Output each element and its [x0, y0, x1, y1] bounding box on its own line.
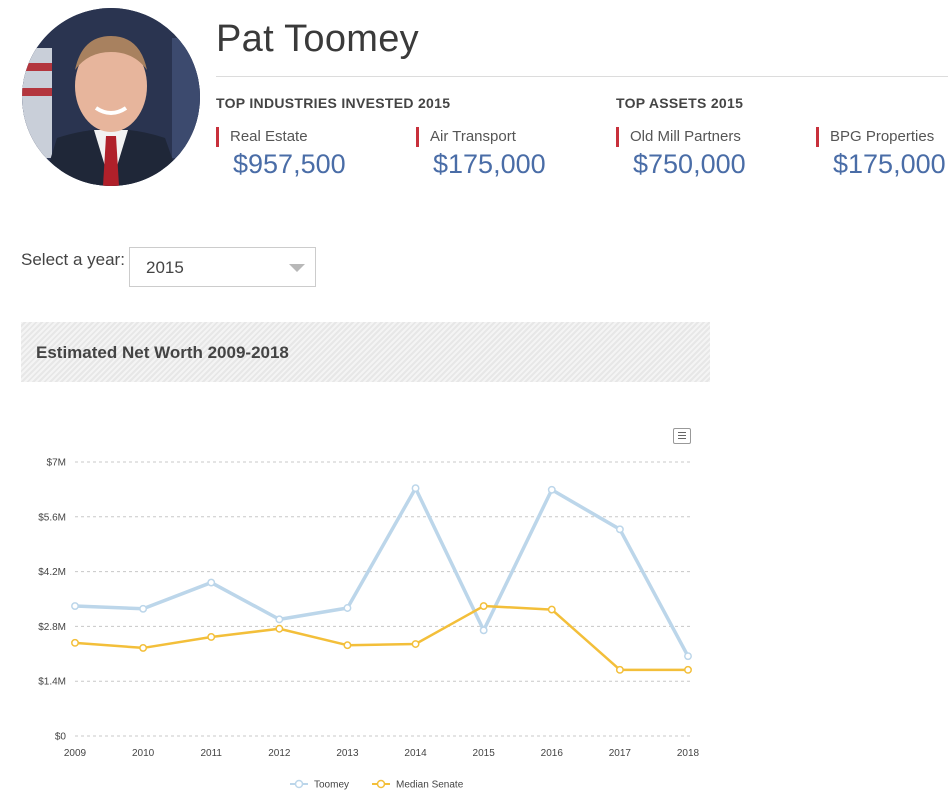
- legend-item-median-senate-label: Median Senate: [396, 780, 464, 791]
- chart-header-title: Estimated Net Worth 2009-2018: [36, 343, 289, 362]
- y-tick-label: $0: [55, 732, 67, 743]
- x-tick-label: 2017: [609, 748, 632, 759]
- x-tick-label: 2016: [541, 748, 564, 759]
- data-point-toomey: [684, 652, 692, 661]
- y-tick-label: $4.2M: [38, 567, 66, 578]
- industries-title: TOP INDUSTRIES INVESTED 2015: [216, 95, 451, 111]
- data-point-median-senate: [411, 640, 420, 648]
- x-tick-label: 2013: [336, 748, 359, 759]
- y-tick-label: $7M: [47, 458, 66, 469]
- x-tick-label: 2014: [404, 748, 427, 759]
- chart-header: Estimated Net Worth 2009-2018: [21, 322, 710, 382]
- year-select-label: Select a year:: [21, 250, 125, 269]
- industry-value: $957,500: [233, 149, 346, 179]
- x-tick-label: 2012: [268, 748, 291, 759]
- x-tick-label: 2011: [200, 748, 222, 759]
- data-point-median-senate: [547, 605, 556, 614]
- x-tick-label: 2009: [64, 748, 87, 759]
- industry-label: Real Estate: [230, 128, 308, 145]
- profile-name: Pat Toomey: [216, 18, 419, 60]
- x-tick-label: 2015: [473, 748, 496, 759]
- menu-icon-line: [678, 432, 686, 433]
- series-line-toomey: [74, 486, 690, 657]
- data-point-median-senate: [684, 665, 692, 674]
- year-select-value: 2015: [146, 258, 184, 277]
- industry-label: Air Transport: [430, 128, 516, 145]
- asset-label: BPG Properties: [830, 128, 935, 145]
- data-point-toomey: [479, 626, 488, 635]
- data-point-toomey: [139, 604, 148, 613]
- asset-value: $750,000: [633, 149, 746, 179]
- chart-menu-button[interactable]: [673, 428, 691, 444]
- asset-stat: Old Mill Partners $750,000: [616, 127, 746, 179]
- data-point-median-senate: [615, 665, 624, 674]
- header-divider: [216, 76, 948, 77]
- industry-stat: Real Estate $957,500: [216, 127, 346, 179]
- y-tick-label: $1.4M: [38, 677, 66, 688]
- menu-icon-line: [678, 438, 686, 439]
- data-point-toomey: [207, 578, 216, 587]
- industry-value: $175,000: [433, 149, 546, 179]
- chevron-down-icon: [289, 264, 305, 272]
- data-point-median-senate: [479, 602, 488, 610]
- legend-item-toomey-label: Toomey: [314, 780, 349, 791]
- legend-item-median-senate-marker: [376, 779, 386, 789]
- series-line-median-senate: [74, 604, 688, 672]
- asset-label: Old Mill Partners: [630, 128, 741, 145]
- x-tick-label: 2010: [132, 748, 155, 759]
- data-point-toomey: [71, 602, 79, 610]
- assets-title: TOP ASSETS 2015: [616, 95, 744, 111]
- data-point-toomey: [547, 485, 556, 494]
- data-point-median-senate: [139, 643, 148, 652]
- industry-stat: Air Transport $175,000: [416, 127, 546, 179]
- x-tick-label: 2018: [677, 748, 700, 759]
- data-point-toomey: [411, 484, 420, 493]
- data-point-median-senate: [207, 633, 216, 641]
- data-point-median-senate: [71, 638, 79, 647]
- year-select[interactable]: 2015: [129, 247, 316, 287]
- data-point-toomey: [615, 525, 624, 534]
- y-tick-label: $2.8M: [38, 622, 66, 633]
- y-tick-label: $5.6M: [38, 512, 66, 523]
- legend-item-toomey-marker: [294, 779, 304, 789]
- menu-icon-line: [678, 435, 686, 436]
- data-point-toomey: [343, 604, 352, 612]
- data-point-toomey: [275, 615, 284, 624]
- asset-stat: BPG Properties $175,000: [816, 127, 946, 179]
- asset-value: $175,000: [833, 149, 946, 179]
- data-point-median-senate: [275, 624, 284, 633]
- data-point-median-senate: [343, 641, 352, 650]
